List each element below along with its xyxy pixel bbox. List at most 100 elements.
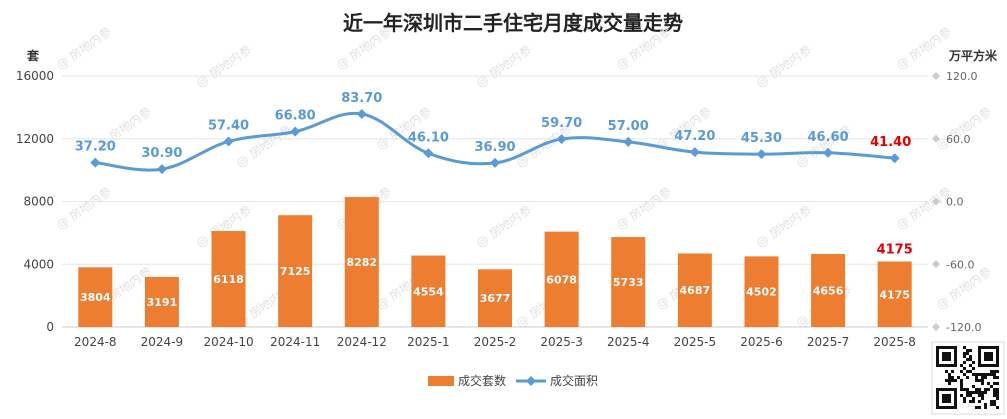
- bar: [478, 269, 512, 327]
- line-point: [356, 108, 367, 119]
- left-tick-label: 8000: [23, 195, 54, 209]
- line-value-label: 37.20: [75, 140, 116, 155]
- watermark: @ 房地内参: [753, 202, 814, 251]
- watermark: @ 房地内参: [893, 24, 954, 73]
- bar: [877, 261, 912, 327]
- x-tick-label: 2024-9: [141, 335, 184, 349]
- x-axis-labels: 2024-8 2024-9 2024-10 2024-11 2024-12 2025-1 2…: [74, 335, 916, 349]
- left-tick-label: 16000: [16, 69, 54, 83]
- line-point: [490, 157, 500, 168]
- bar-value-label: 4656: [813, 284, 844, 297]
- x-tick-label: 2024-8: [74, 335, 117, 349]
- legend-bar-label: 成交套数: [458, 373, 506, 388]
- bar-labels: 3804 3191 6118 7125 8282 4554 3677 6078 5733 4687…: [80, 243, 913, 309]
- x-tick-label: 2024-10: [203, 335, 253, 349]
- line-point: [689, 147, 700, 158]
- bar: [811, 253, 846, 327]
- bar-value-label: 7125: [280, 265, 311, 278]
- bar-value-label: 4554: [413, 285, 444, 298]
- watermark: @ 房地内参: [193, 42, 254, 91]
- right-tick-label: -120.0: [946, 321, 981, 334]
- grid: [62, 75, 928, 328]
- x-tick-label: 2024-12: [337, 335, 387, 349]
- x-tick-label: 2025-5: [674, 335, 717, 349]
- bar-value-label: 8282: [346, 256, 377, 269]
- watermark: @ 房地内参: [53, 184, 114, 233]
- bar: [344, 197, 379, 327]
- line-point: [423, 148, 434, 159]
- legend-bar-swatch: [428, 376, 454, 386]
- line-value-label: 46.60: [808, 130, 849, 145]
- legend: 成交套数 成交面积: [428, 373, 598, 388]
- bar-value-label: 3677: [480, 292, 511, 305]
- left-tick-label: 12000: [16, 132, 54, 146]
- watermark: @ 房地内参: [753, 42, 814, 91]
- watermark: @ 房地内参: [53, 24, 114, 73]
- bar-value-label: 5733: [613, 276, 644, 289]
- bar-value-label: 6118: [213, 273, 244, 286]
- x-tick-label: 2025-8: [873, 335, 916, 349]
- bar: [211, 231, 246, 327]
- x-tick-label: 2025-4: [607, 335, 650, 349]
- watermark: @ 房地内参: [473, 42, 534, 91]
- bar-value-label: 3191: [147, 296, 178, 309]
- line-point: [823, 147, 834, 158]
- x-tick-label: 2025-1: [407, 335, 450, 349]
- line-value-label: 83.70: [341, 91, 382, 106]
- line-point: [756, 149, 767, 160]
- legend-line-marker: [526, 376, 536, 386]
- bar: [278, 215, 313, 327]
- right-tick-marker: [932, 72, 940, 80]
- chart-title: 近一年深圳市二手住宅月度成交量走势: [343, 11, 683, 35]
- line-value-label: 36.90: [474, 140, 515, 155]
- left-tick-label: 0: [46, 320, 54, 334]
- bar: [144, 276, 179, 327]
- right-tick-label: 60.0: [946, 133, 971, 146]
- bar: [78, 267, 113, 327]
- right-tick-label: -60.0: [946, 258, 974, 271]
- bar-value-label: 4175: [879, 288, 910, 301]
- right-tick-marker: [932, 197, 940, 206]
- line-point: [156, 164, 167, 175]
- bar-value-label: 3804: [80, 291, 111, 304]
- line-point: [556, 134, 567, 145]
- line-value-label: 30.90: [141, 146, 182, 161]
- bar-value-label: 4687: [680, 284, 711, 297]
- line-value-label: 45.30: [741, 131, 782, 146]
- bar-value-label: 4502: [746, 286, 777, 299]
- right-tick-label: 0.0: [946, 196, 964, 209]
- right-tick-marker: [932, 260, 940, 269]
- right-tick-label: 120.0: [946, 70, 978, 83]
- line-value-label: 47.20: [674, 129, 715, 144]
- x-tick-label: 2025-6: [740, 335, 783, 349]
- line-labels: 37.20 30.90 57.40 66.80 83.70 46.10 36.90 59.70…: [75, 91, 912, 161]
- right-tick-marker: [932, 134, 940, 143]
- line-series: [90, 108, 900, 175]
- x-tick-label: 2025-2: [474, 335, 517, 349]
- line-point: [290, 126, 301, 137]
- watermark: @ 房地内参: [893, 184, 954, 233]
- line-point: [223, 136, 234, 147]
- bar: [677, 253, 712, 327]
- line-point: [90, 157, 101, 168]
- right-axis-unit: 万平方米: [948, 48, 998, 63]
- line-value-label: 66.80: [275, 109, 316, 124]
- bar-highlight-label: 4175: [877, 243, 913, 258]
- x-tick-label: 2025-7: [807, 335, 850, 349]
- x-tick-label: 2024-11: [270, 335, 320, 349]
- line-value-label: 59.70: [541, 116, 582, 131]
- watermark: @ 房地内参: [473, 202, 534, 251]
- left-axis-ticks: 0 4000 8000 12000 16000: [16, 69, 54, 334]
- left-axis-unit: 套: [26, 48, 40, 63]
- bar-value-label: 6078: [546, 273, 577, 286]
- right-axis-ticks: -120.0 -60.0 0.0 60.0 120.0: [932, 70, 981, 334]
- line-point: [623, 136, 634, 147]
- watermark: @ 房地内参: [653, 104, 714, 153]
- watermarks: @ 房地内参 @ 房地内参 @ 房地内参 @ 房地内参 @ 房地内参 @ 房地内参 @ 房地…: [53, 24, 994, 331]
- qr-code: [931, 341, 1005, 415]
- line-value-label: 57.40: [208, 118, 249, 133]
- line-value-label: 46.10: [408, 130, 449, 145]
- line-value-label: 57.00: [608, 119, 649, 134]
- watermark: @ 房地内参: [613, 184, 674, 233]
